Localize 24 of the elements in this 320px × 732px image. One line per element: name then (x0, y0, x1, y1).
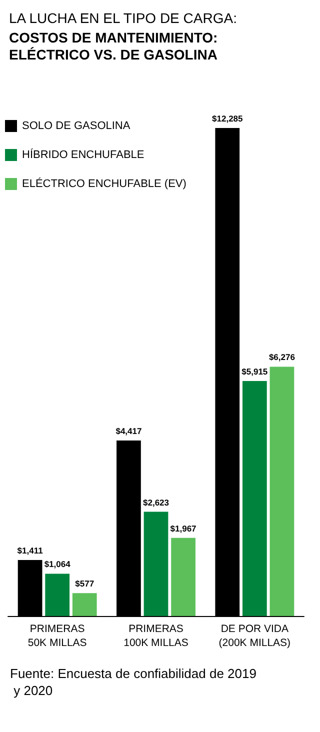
data-label: $577 (75, 578, 94, 589)
legend-label: SOLO DE GASOLINA (22, 120, 131, 132)
x-tick-label: DE POR VIDA (200K MILLAS) (218, 623, 291, 649)
data-label: $5,915 (242, 366, 268, 377)
data-label: $4,417 (116, 426, 142, 436)
bar (144, 512, 168, 616)
data-label: $1,967 (170, 523, 197, 534)
legend-label: HÍBRIDO ENCHUFABLE (22, 148, 144, 161)
x-tick-label: PRIMERAS 100K MILLAS (124, 623, 188, 649)
data-label: $6,276 (268, 352, 296, 362)
x-tick-label: PRIMERAS 50K MILLAS (28, 623, 87, 649)
data-label: $1,411 (17, 545, 44, 556)
source-note: Fuente: Encuesta de confiabilidad de 2019 y 2020 (10, 666, 256, 698)
bar (72, 593, 97, 616)
bar (270, 366, 294, 616)
data-label: $2,623 (143, 497, 170, 508)
bar (242, 381, 267, 616)
chart-title: LA LUCHA EN EL TIPO DE CARGA: (9, 10, 237, 26)
data-label: $1,064 (44, 559, 71, 570)
chart-subtitle: COSTOS DE MANTENIMIENTO: ELÉCTRICO VS. DE GASOLINA (9, 30, 218, 62)
bar (45, 574, 70, 616)
legend-label: ELÉCTRICO ENCHUFABLE (EV) (22, 177, 186, 190)
bar (171, 538, 196, 616)
data-label: $12,285 (212, 114, 244, 124)
